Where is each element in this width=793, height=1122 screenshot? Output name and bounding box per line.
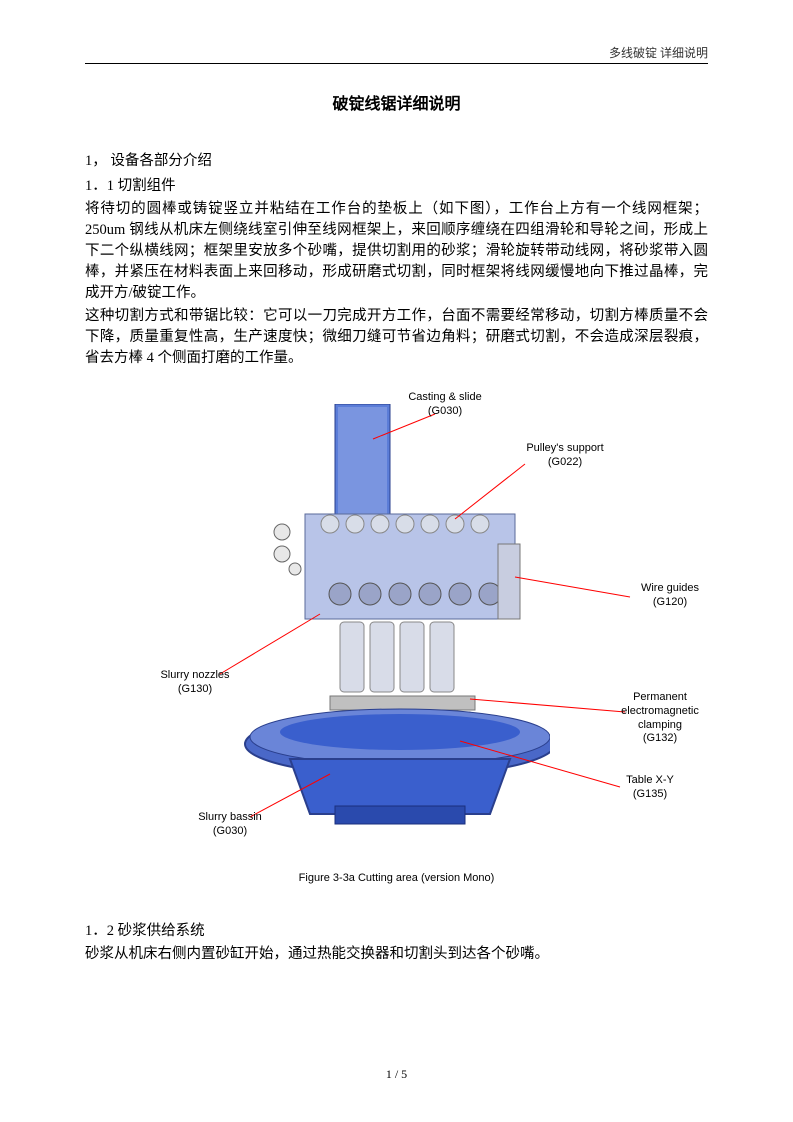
callout-code: (G030) xyxy=(428,405,462,417)
para-2: 这种切割方式和带锯比较：它可以一刀完成开方工作，台面不需要经常移动，切割方棒质量… xyxy=(85,306,708,369)
callout-text: Permanent xyxy=(633,691,687,703)
section-1-heading: 1， 设备各部分介绍 xyxy=(85,149,708,170)
callout-code: (G022) xyxy=(548,456,582,468)
callout-slurry-bassin: Slurry bassin (G030) xyxy=(180,811,280,839)
figure-3-3a: Casting & slide (G030) Pulley's support … xyxy=(85,379,708,879)
callout-perm-clamp: Permanent electromagnetic clamping (G132… xyxy=(605,691,715,746)
callout-text: clamping xyxy=(638,719,682,731)
page-footer: 1 / 5 xyxy=(0,1067,793,1082)
figure-caption: Figure 3-3a Cutting area (version Mono) xyxy=(85,872,708,884)
machine-illustration xyxy=(230,404,550,834)
callout-wire-guides: Wire guides (G120) xyxy=(625,582,715,610)
callout-text: Wire guides xyxy=(641,582,699,594)
callout-text: electromagnetic xyxy=(621,705,699,717)
callout-text: Slurry bassin xyxy=(198,811,262,823)
callout-code: (G130) xyxy=(178,683,212,695)
callout-text: Casting & slide xyxy=(408,391,481,403)
callout-code: (G135) xyxy=(633,788,667,800)
callout-pulley-support: Pulley's support (G022) xyxy=(505,442,625,470)
callout-code: (G132) xyxy=(643,732,677,744)
para-1: 将待切的圆棒或铸锭竖立并粘结在工作台的垫板上（如下图），工作台上方有一个线网框架… xyxy=(85,199,708,304)
page-title: 破锭线锯详细说明 xyxy=(85,90,708,114)
callout-text: Table X-Y xyxy=(626,774,674,786)
callout-code: (G120) xyxy=(653,596,687,608)
para-3: 砂浆从机床右侧内置砂缸开始，通过热能交换器和切割头到达各个砂嘴。 xyxy=(85,944,708,965)
callout-text: Pulley's support xyxy=(526,442,603,454)
callout-slurry-nozzles: Slurry nozzles (G130) xyxy=(145,669,245,697)
header-right: 多线破锭 详细说明 xyxy=(609,44,708,61)
header-rule xyxy=(85,63,708,64)
section-1-1-heading: 1．1 切割组件 xyxy=(85,174,708,195)
callout-casting-slide: Casting & slide (G030) xyxy=(390,391,500,419)
section-1-2-heading: 1．2 砂浆供给系统 xyxy=(85,919,708,940)
callout-table-xy: Table X-Y (G135) xyxy=(605,774,695,802)
callout-text: Slurry nozzles xyxy=(160,669,229,681)
callout-code: (G030) xyxy=(213,825,247,837)
